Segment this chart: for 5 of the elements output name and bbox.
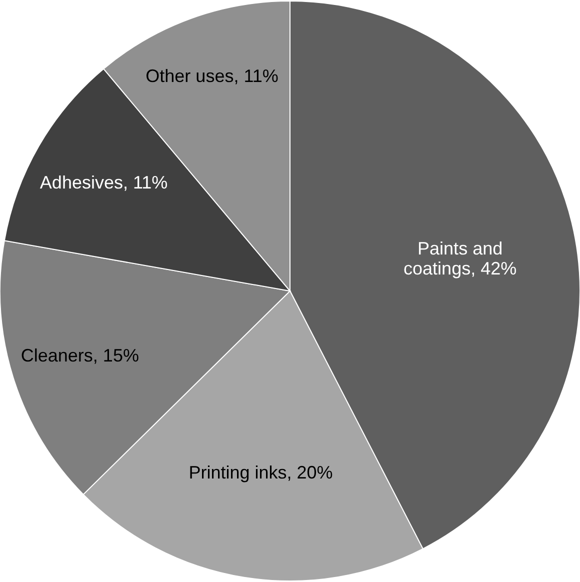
slice-label: Other uses, 11% <box>146 66 278 86</box>
slice-label: Adhesives, 11% <box>40 172 168 192</box>
slice-label: Cleaners, 15% <box>20 345 139 366</box>
slice-label: Paints and coatings, 42% <box>404 238 517 279</box>
slice-label: Printing inks, 20% <box>188 462 333 483</box>
